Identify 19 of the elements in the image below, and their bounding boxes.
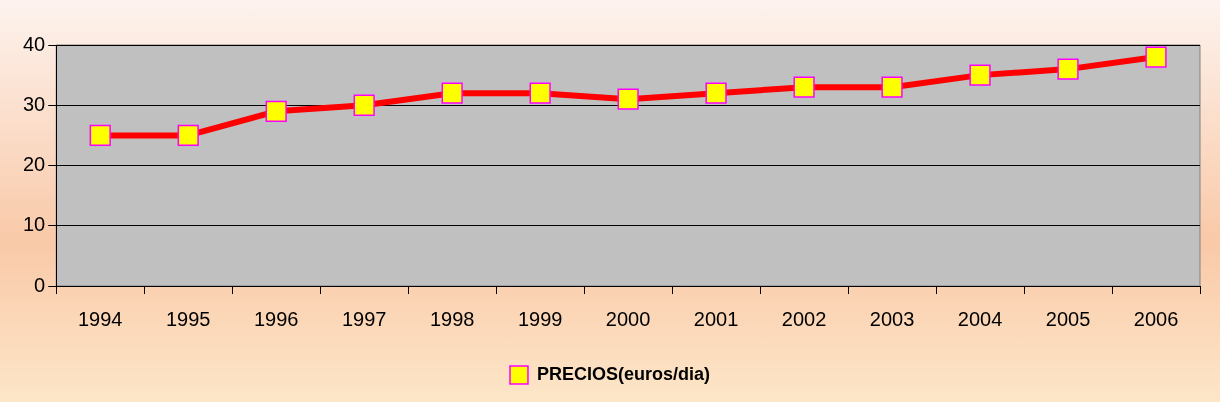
legend-label: PRECIOS(euros/dia) — [536, 363, 711, 384]
x-tick-label: 2002 — [781, 307, 827, 330]
y-tick-label: 20 — [23, 153, 46, 176]
y-tick-label: 0 — [34, 273, 46, 296]
x-tick-label: 2006 — [1133, 307, 1179, 330]
x-tick-label: 1996 — [253, 307, 299, 330]
x-tick-label: 1998 — [429, 307, 475, 330]
y-tick-label: 10 — [23, 213, 46, 236]
x-tick-label: 2005 — [1045, 307, 1091, 330]
y-tick-label: 40 — [23, 32, 46, 55]
x-tick-label: 1999 — [517, 307, 563, 330]
x-tick-label: 1994 — [77, 307, 123, 330]
x-tick-label: 2003 — [869, 307, 915, 330]
x-tick-label: 2001 — [693, 307, 739, 330]
x-tick-label: 1995 — [165, 307, 211, 330]
y-tick-label: 30 — [23, 92, 46, 115]
x-tick-label: 1997 — [341, 307, 387, 330]
x-tick-label: 2004 — [957, 307, 1003, 330]
x-tick-label: 2000 — [605, 307, 651, 330]
